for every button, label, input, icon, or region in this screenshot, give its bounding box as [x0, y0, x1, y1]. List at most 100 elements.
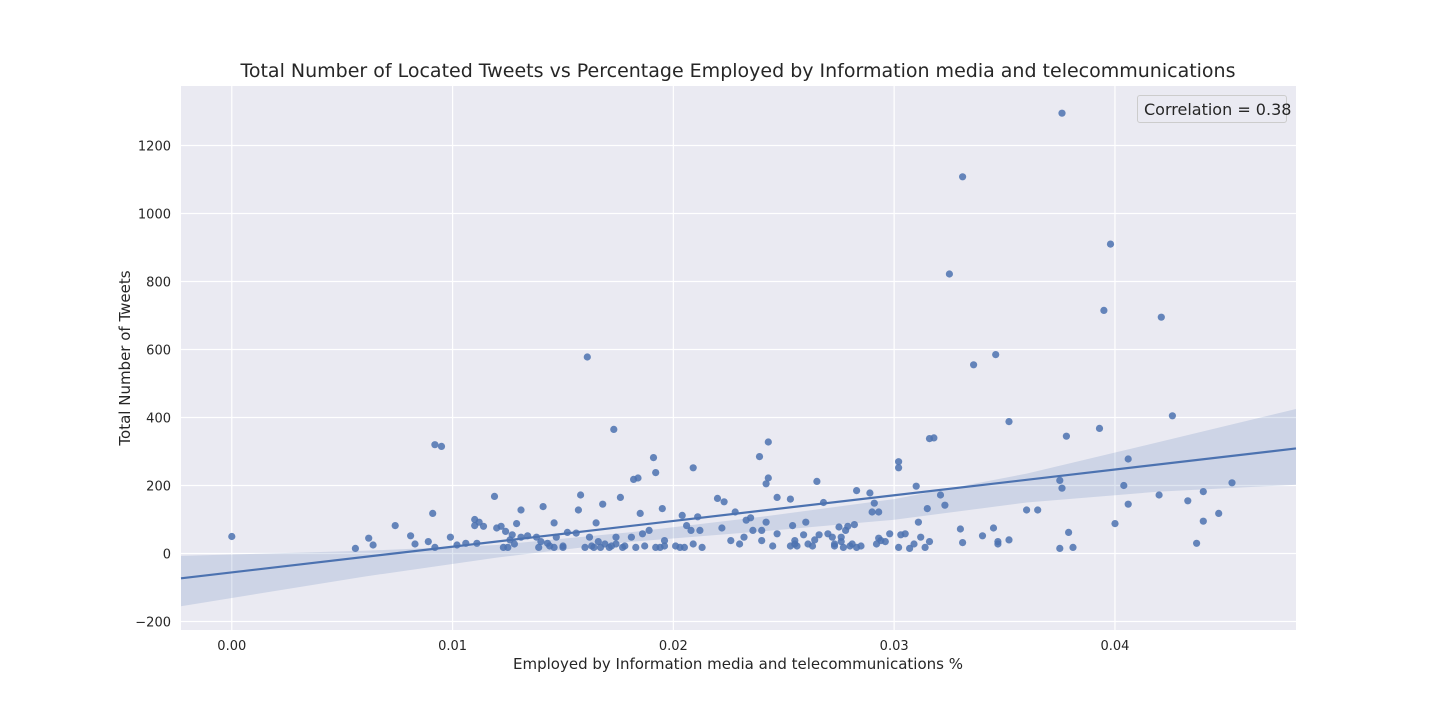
data-point: [764, 474, 772, 482]
x-axis-label: Employed by Information media and teleco…: [513, 655, 963, 673]
y-tick-label: 1200: [138, 140, 171, 155]
data-point: [747, 514, 755, 522]
data-point: [1168, 412, 1176, 420]
data-point: [1155, 491, 1163, 499]
data-point: [866, 489, 874, 497]
data-point: [431, 441, 439, 449]
confidence-band-area: [181, 409, 1296, 607]
y-tick-label: 400: [146, 412, 171, 427]
x-tick-label: 0.03: [880, 639, 909, 654]
data-point: [1124, 455, 1132, 463]
data-point: [901, 530, 909, 538]
data-point: [574, 506, 583, 514]
data-point: [870, 499, 878, 507]
gridlines: [181, 86, 1296, 630]
data-point: [857, 542, 865, 550]
data-point: [479, 522, 488, 530]
data-point: [550, 543, 558, 552]
data-point: [1215, 509, 1223, 517]
data-point: [634, 474, 642, 482]
y-tick-label: 600: [146, 344, 171, 359]
data-point: [537, 538, 545, 546]
confidence-band: [181, 409, 1296, 607]
data-point: [689, 540, 697, 548]
data-point: [621, 542, 629, 550]
data-point: [815, 531, 823, 539]
data-point: [502, 527, 510, 536]
data-point: [936, 491, 945, 499]
x-tick-label: 0.02: [659, 639, 688, 654]
data-point: [678, 511, 686, 519]
data-point: [881, 538, 889, 546]
data-point: [517, 506, 525, 514]
data-point: [365, 534, 373, 542]
x-tick-label: 0.01: [438, 639, 467, 654]
data-point: [1199, 488, 1207, 496]
y-tick-label: −200: [135, 616, 171, 631]
data-point: [424, 538, 432, 546]
data-point: [612, 533, 620, 541]
data-point: [755, 453, 764, 461]
data-point: [437, 442, 446, 450]
data-point: [875, 508, 883, 516]
data-point: [835, 523, 843, 531]
data-point: [773, 493, 781, 501]
data-point: [391, 522, 399, 530]
data-point: [683, 522, 691, 530]
data-point: [945, 270, 954, 278]
data-point: [590, 543, 598, 552]
data-point: [228, 532, 236, 541]
data-point: [959, 173, 967, 181]
data-point: [411, 540, 419, 548]
data-point: [930, 434, 938, 442]
data-point: [1199, 517, 1207, 525]
y-tick-label: 800: [146, 276, 171, 291]
data-point: [1056, 544, 1064, 553]
data-point: [612, 540, 620, 548]
data-point: [793, 542, 801, 550]
data-point: [636, 509, 644, 517]
data-point: [687, 526, 695, 535]
data-point: [895, 464, 903, 472]
data-point: [689, 464, 697, 472]
y-tick-label: 200: [146, 480, 171, 495]
data-point: [1058, 109, 1066, 117]
data-point: [660, 537, 669, 545]
data-point: [369, 541, 377, 549]
data-point: [758, 526, 766, 535]
regression-line-group: [180, 447, 1297, 580]
data-point: [497, 522, 505, 530]
data-point: [550, 519, 558, 527]
data-point: [923, 505, 931, 513]
data-point: [1157, 313, 1165, 321]
data-point: [925, 538, 934, 546]
data-point: [577, 491, 585, 499]
data-point: [727, 537, 735, 545]
data-point: [1106, 240, 1115, 248]
data-point: [1069, 543, 1077, 552]
data-point: [978, 532, 987, 540]
data-point: [680, 543, 689, 552]
data-point: [886, 530, 894, 538]
data-point: [808, 542, 817, 550]
data-point: [941, 501, 949, 509]
data-point: [1111, 520, 1119, 528]
data-point: [660, 542, 669, 550]
data-point: [649, 454, 658, 462]
data-point: [994, 538, 1002, 546]
data-point: [559, 542, 567, 550]
data-point: [1005, 418, 1013, 426]
data-point: [791, 537, 799, 545]
data-point: [802, 518, 810, 526]
data-point: [504, 543, 512, 552]
data-point: [616, 493, 625, 501]
data-point: [581, 543, 589, 552]
data-point: [510, 540, 518, 548]
data-point: [641, 542, 649, 550]
y-tick-label: 0: [163, 548, 171, 563]
data-point: [850, 521, 859, 529]
legend-correlation-text: Correlation = 0.38: [1144, 100, 1292, 119]
data-point: [1023, 506, 1031, 514]
data-point: [713, 494, 722, 502]
data-point: [813, 477, 821, 485]
